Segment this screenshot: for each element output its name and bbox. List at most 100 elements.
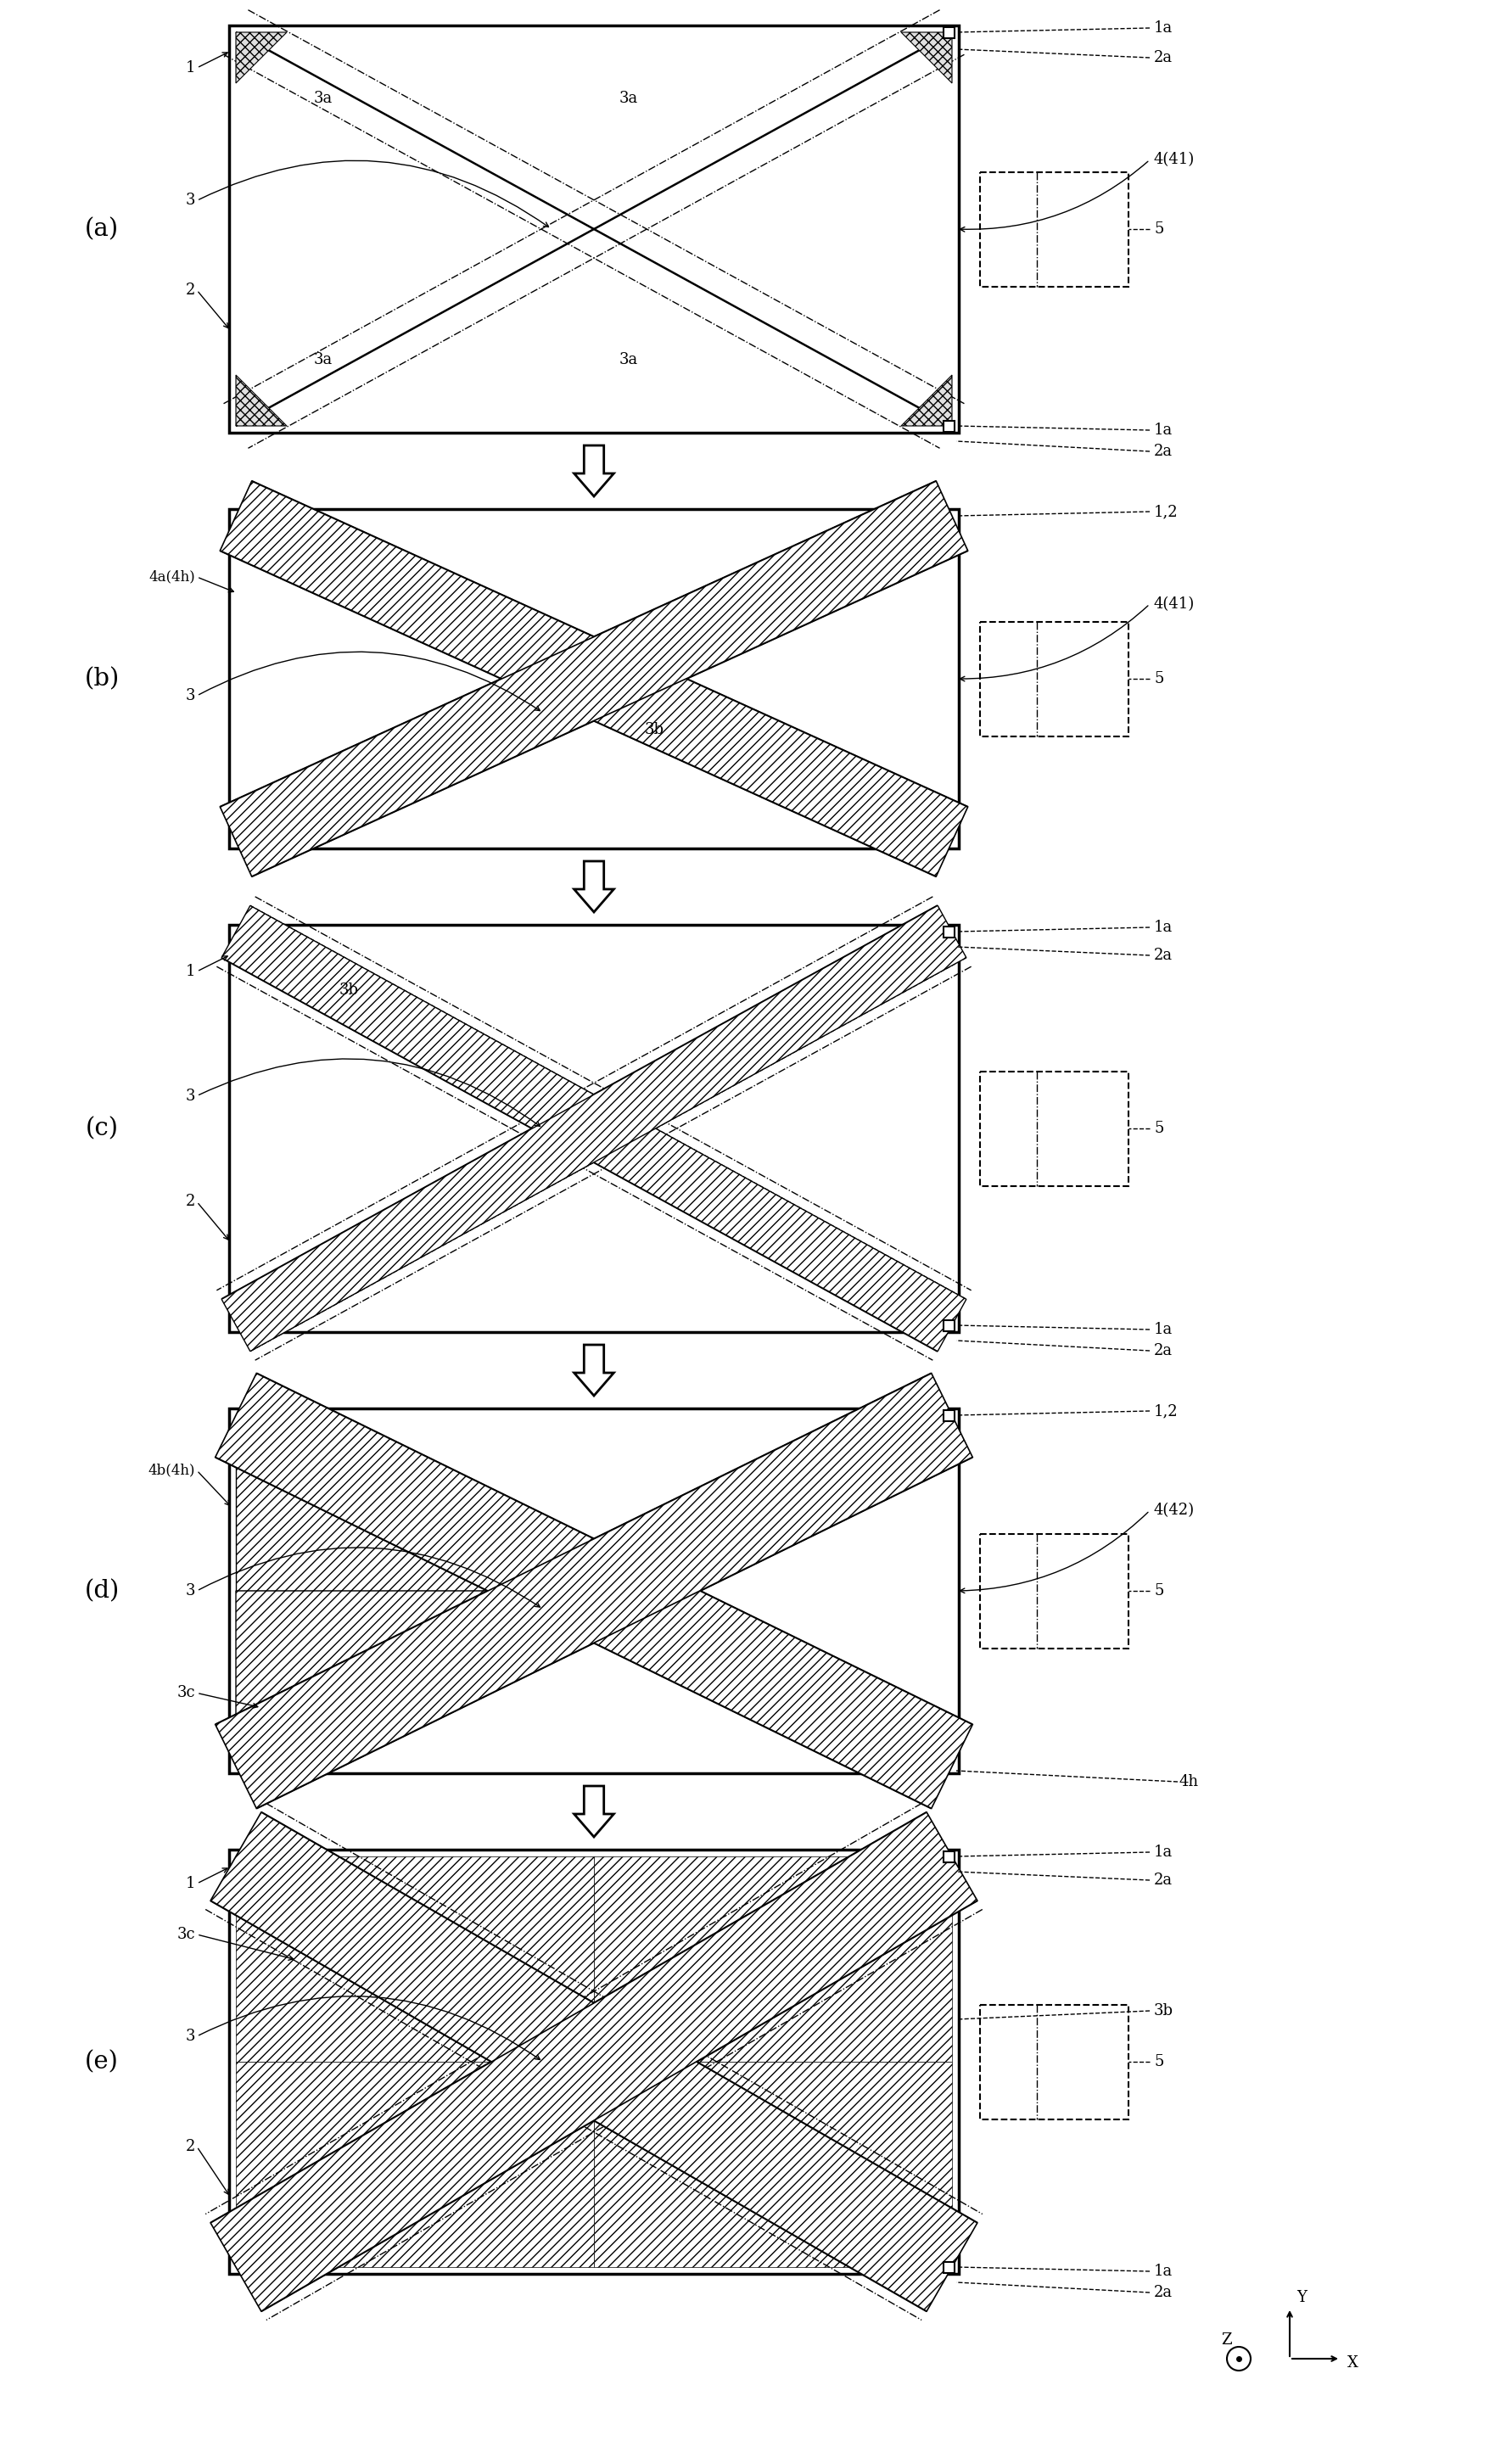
Polygon shape <box>575 444 614 496</box>
Polygon shape <box>236 32 287 83</box>
Bar <box>239 1860 948 2263</box>
Polygon shape <box>594 1858 953 2063</box>
Polygon shape <box>575 1345 614 1396</box>
Text: X: X <box>1347 2356 1358 2370</box>
Bar <box>980 171 1128 286</box>
Text: 3: 3 <box>186 1089 195 1103</box>
Text: 3a: 3a <box>314 352 333 366</box>
Text: 3c: 3c <box>177 1684 195 1701</box>
Text: 2a: 2a <box>1154 2285 1173 2299</box>
Bar <box>943 27 954 37</box>
Bar <box>980 1072 1128 1186</box>
Polygon shape <box>210 1811 977 2312</box>
Polygon shape <box>221 481 968 876</box>
Bar <box>943 1850 954 1862</box>
Bar <box>239 37 948 422</box>
Text: 5: 5 <box>1154 671 1164 686</box>
Text: 4(42): 4(42) <box>1154 1504 1194 1518</box>
Text: 3: 3 <box>186 2028 195 2043</box>
Text: Z: Z <box>1222 2334 1232 2348</box>
Text: 2a: 2a <box>1154 51 1173 66</box>
Polygon shape <box>222 906 966 1352</box>
Bar <box>980 2004 1128 2119</box>
Text: 2: 2 <box>186 283 195 298</box>
Polygon shape <box>210 1811 977 2312</box>
Bar <box>249 1428 939 1753</box>
Polygon shape <box>222 906 966 1352</box>
Text: 1a: 1a <box>1154 1845 1173 1860</box>
Text: 4h: 4h <box>1179 1775 1199 1789</box>
Text: 1a: 1a <box>1154 2263 1173 2280</box>
Bar <box>230 1850 959 2275</box>
Text: 1: 1 <box>186 61 195 76</box>
Text: 2a: 2a <box>1154 1343 1173 1357</box>
Text: 4b(4h): 4b(4h) <box>148 1462 195 1477</box>
Bar <box>980 622 1128 737</box>
Bar <box>249 945 939 1311</box>
Text: 3b: 3b <box>644 723 664 737</box>
Text: 2a: 2a <box>1154 444 1173 459</box>
Text: (d): (d) <box>85 1579 119 1604</box>
Bar <box>230 925 959 1333</box>
Text: 4(41): 4(41) <box>1154 151 1194 168</box>
Text: 2: 2 <box>186 2138 195 2155</box>
Bar <box>249 1870 939 2253</box>
Bar <box>230 1408 959 1772</box>
Polygon shape <box>236 1592 565 1767</box>
Polygon shape <box>221 481 968 876</box>
Polygon shape <box>575 862 614 913</box>
Polygon shape <box>215 1374 972 1809</box>
Text: 3b: 3b <box>339 981 358 998</box>
Bar <box>943 1321 954 1330</box>
Text: (e): (e) <box>85 2050 119 2072</box>
Bar <box>943 2260 954 2273</box>
Text: 5: 5 <box>1154 2055 1164 2070</box>
Text: 2: 2 <box>186 1194 195 1208</box>
Polygon shape <box>215 1374 972 1809</box>
Text: 1: 1 <box>186 1877 195 1892</box>
Circle shape <box>1226 2346 1250 2370</box>
Bar <box>249 530 939 827</box>
Text: 3: 3 <box>186 1584 195 1599</box>
Text: 1a: 1a <box>1154 1323 1173 1338</box>
Polygon shape <box>236 1416 565 1592</box>
Bar <box>943 420 954 432</box>
Text: 3: 3 <box>186 193 195 207</box>
Text: 4a(4h): 4a(4h) <box>148 569 195 583</box>
Bar <box>943 1411 954 1421</box>
Polygon shape <box>594 2063 953 2268</box>
Text: 1a: 1a <box>1154 422 1173 437</box>
Text: 3a: 3a <box>314 90 333 107</box>
Text: 5: 5 <box>1154 222 1164 237</box>
Text: (a): (a) <box>85 217 119 242</box>
Text: 1,2: 1,2 <box>1154 503 1178 520</box>
Polygon shape <box>236 376 287 425</box>
Polygon shape <box>901 376 953 425</box>
Bar <box>239 520 948 837</box>
Text: 3a: 3a <box>620 90 638 107</box>
Bar <box>239 935 948 1323</box>
Text: 1: 1 <box>186 964 195 979</box>
Text: 3b: 3b <box>1154 2004 1173 2019</box>
Bar <box>230 24 959 432</box>
Text: 3: 3 <box>186 688 195 703</box>
Bar <box>230 510 959 849</box>
Bar <box>249 46 939 413</box>
Bar <box>980 1533 1128 1648</box>
Text: (b): (b) <box>85 666 119 691</box>
Text: Y: Y <box>1296 2290 1306 2304</box>
Text: 4(41): 4(41) <box>1154 596 1194 613</box>
Text: 1,2: 1,2 <box>1154 1404 1178 1418</box>
Polygon shape <box>236 1858 594 2063</box>
Text: 3a: 3a <box>620 352 638 366</box>
Bar <box>239 1418 948 1762</box>
Text: 2a: 2a <box>1154 1872 1173 1887</box>
Text: 3c: 3c <box>177 1926 195 1943</box>
Bar <box>943 925 954 937</box>
Text: (c): (c) <box>85 1116 118 1140</box>
Polygon shape <box>575 1787 614 1838</box>
Text: 5: 5 <box>1154 1584 1164 1599</box>
Text: 1a: 1a <box>1154 920 1173 935</box>
Polygon shape <box>901 32 953 83</box>
Text: 5: 5 <box>1154 1120 1164 1135</box>
